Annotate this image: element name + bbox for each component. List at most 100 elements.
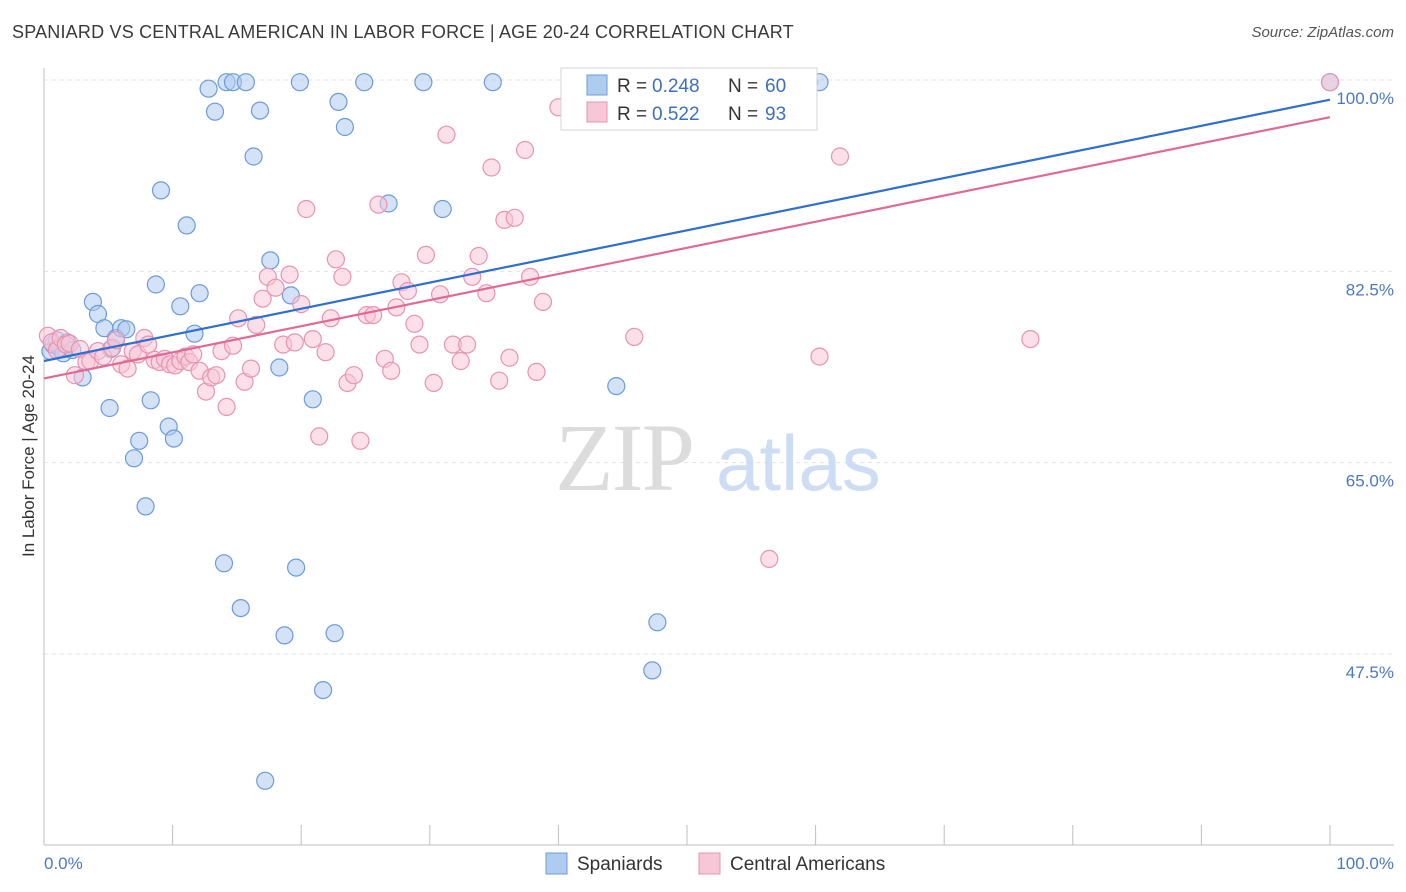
x-tick-label-max: 100.0% xyxy=(1336,854,1394,873)
x-ticks xyxy=(43,825,1331,845)
legend-swatch-spaniards xyxy=(586,74,608,96)
central-americans-point-56 xyxy=(351,431,370,450)
central-americans-point-81 xyxy=(505,208,524,227)
spaniards-point-29 xyxy=(205,102,225,121)
central-americans-point-77 xyxy=(482,158,501,177)
central-americans-point-84 xyxy=(527,362,546,381)
watermark: ZIP atlas xyxy=(555,404,881,511)
spaniards-point-17 xyxy=(130,431,149,450)
central-americans-point-50 xyxy=(316,343,335,362)
trendlines xyxy=(43,98,1331,380)
central-americans-point-40 xyxy=(253,289,272,308)
spaniards-point-23 xyxy=(164,429,183,448)
spaniards-point-52 xyxy=(433,199,452,219)
central-americans-point-90 xyxy=(830,147,850,166)
legend-r-label-central-americans: R = xyxy=(617,104,647,125)
central-americans-trendline xyxy=(43,116,1331,380)
spaniards-point-19 xyxy=(141,391,160,410)
spaniards-point-45 xyxy=(314,680,333,700)
central-americans-point-45 xyxy=(285,333,304,352)
spaniards-point-27 xyxy=(190,284,209,303)
central-americans-point-59 xyxy=(369,195,388,214)
central-americans-point-32 xyxy=(207,366,226,385)
series-legend-label-spaniards: Spaniards xyxy=(577,854,663,875)
central-americans-point-49 xyxy=(310,427,329,446)
spaniards-point-56 xyxy=(648,613,667,632)
central-americans-point-58 xyxy=(364,306,383,325)
central-americans-point-53 xyxy=(333,267,352,286)
spaniards-point-54 xyxy=(607,377,626,396)
central-americans-point-68 xyxy=(424,373,443,392)
central-americans-point-73 xyxy=(458,335,477,354)
spaniards-point-49 xyxy=(355,73,374,92)
central-americans-point-92 xyxy=(1320,73,1340,92)
central-americans-point-47 xyxy=(297,199,316,219)
watermark-atlas: atlas xyxy=(716,419,881,507)
central-americans-point-44 xyxy=(280,265,299,284)
spaniards-point-43 xyxy=(290,73,309,92)
central-americans-point-88 xyxy=(760,549,779,569)
legend-n-value-spaniards: 60 xyxy=(765,76,786,97)
spaniards-point-30 xyxy=(214,554,234,573)
central-americans-point-87 xyxy=(625,327,644,346)
spaniards-point-38 xyxy=(261,251,280,270)
central-americans-point-61 xyxy=(382,361,401,380)
watermark-zip: ZIP xyxy=(555,404,693,511)
spaniards-point-26 xyxy=(185,324,204,343)
spaniards-point-21 xyxy=(151,181,171,200)
spaniards-point-18 xyxy=(136,497,155,516)
spaniards-point-44 xyxy=(303,390,322,409)
central-americans-point-72 xyxy=(451,351,470,371)
spaniards-point-16 xyxy=(124,449,144,468)
y-tick-labels: 47.5% 65.0% 82.5% 100.0% xyxy=(1336,89,1394,682)
spaniards-point-42 xyxy=(287,558,306,577)
spaniards-point-34 xyxy=(236,73,255,92)
spaniards-point-20 xyxy=(146,275,165,294)
legend-n-value-central-americans: 93 xyxy=(765,104,786,125)
series-legend-label-central-americans: Central Americans xyxy=(730,854,885,875)
legend-n-label-spaniards: N = xyxy=(728,76,758,97)
y-tick-label-3: 100.0% xyxy=(1336,89,1394,108)
central-americans-point-28 xyxy=(184,345,203,364)
central-americans-point-65 xyxy=(405,314,424,333)
central-americans-point-15 xyxy=(118,359,137,378)
central-americans-point-85 xyxy=(533,292,553,311)
y-tick-label-2: 82.5% xyxy=(1346,280,1394,299)
spaniards-point-37 xyxy=(256,771,275,790)
source-label: Source: ZipAtlas.com xyxy=(1251,24,1394,41)
legend-r-value-central-americans: 0.522 xyxy=(652,104,700,125)
central-americans-point-74 xyxy=(463,267,482,286)
central-americans-point-70 xyxy=(437,125,456,144)
central-americans-point-80 xyxy=(500,348,519,367)
central-americans-point-39 xyxy=(247,315,266,334)
series-legend-swatch-central-americans xyxy=(698,852,721,875)
spaniards-point-25 xyxy=(177,216,196,235)
central-americans-point-52 xyxy=(326,250,345,269)
central-americans-point-36 xyxy=(229,309,248,328)
spaniards-point-47 xyxy=(329,92,348,112)
spaniards-point-33 xyxy=(231,598,250,618)
spaniards-point-46 xyxy=(325,624,344,643)
y-tick-label-1: 65.0% xyxy=(1346,472,1394,491)
central-americans-point-34 xyxy=(217,397,236,416)
spaniards-trendline xyxy=(43,98,1331,363)
spaniards-point-28 xyxy=(199,79,218,98)
central-americans-point-83 xyxy=(520,267,540,286)
spaniards-point-40 xyxy=(275,626,294,645)
central-americans-point-82 xyxy=(515,140,535,160)
central-americans-point-78 xyxy=(490,371,509,390)
central-americans-point-91 xyxy=(1021,330,1040,349)
spaniards-point-15 xyxy=(100,398,119,418)
x-tick-label-min: 0.0% xyxy=(44,854,83,873)
spaniards-point-39 xyxy=(270,358,289,377)
central-americans-point-67 xyxy=(416,245,435,264)
central-americans-point-66 xyxy=(410,335,429,354)
spaniards-point-53 xyxy=(483,73,502,92)
chart-title: SPANIARD VS CENTRAL AMERICAN IN LABOR FO… xyxy=(12,22,794,42)
central-americans-point-42 xyxy=(266,278,285,297)
spaniards-point-57 xyxy=(643,661,662,680)
stats-legend: R = 0.248 N = 60 R = 0.522 N = 93 xyxy=(560,67,818,131)
central-americans-point-75 xyxy=(469,246,488,266)
spaniards-point-24 xyxy=(171,297,190,316)
